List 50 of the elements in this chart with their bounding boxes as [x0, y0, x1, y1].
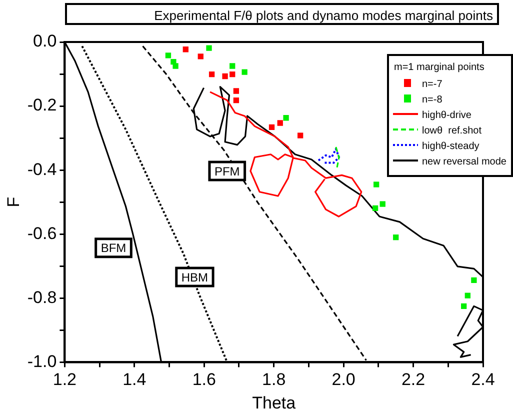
- point: [283, 115, 289, 121]
- point: [380, 201, 386, 207]
- point: [471, 277, 477, 284]
- legend-title: m=1 marginal points: [394, 62, 484, 73]
- point: [165, 52, 172, 58]
- legend-label: lowθ ref.shot: [422, 125, 482, 136]
- x-tick-label: 2.0: [332, 370, 356, 390]
- chart-title: Experimental F/θ plots and dynamo modes marginal points: [65, 3, 499, 25]
- point: [242, 69, 248, 75]
- legend-label: new reversal mode: [422, 156, 507, 168]
- x-tick-label: 2.4: [471, 370, 495, 390]
- x-tick-label: 1.8: [262, 370, 286, 390]
- point: [233, 88, 240, 94]
- x-axis-title: Theta: [252, 393, 296, 412]
- point: [298, 132, 304, 138]
- point: [208, 72, 215, 78]
- legend-label: highθ-steady: [422, 140, 480, 152]
- point: [393, 234, 399, 240]
- point: [461, 303, 467, 309]
- point: [374, 182, 380, 188]
- point: [233, 97, 240, 104]
- line-series: [317, 148, 340, 164]
- y-tick-label: -0.2: [27, 96, 57, 115]
- point: [230, 72, 236, 78]
- x-tick-label: 1.4: [122, 370, 146, 390]
- annotation: BFM: [100, 241, 126, 256]
- y-tick-label: -1.0: [27, 352, 57, 371]
- point: [464, 292, 470, 298]
- point: [268, 124, 275, 130]
- point: [172, 63, 178, 69]
- point: [230, 63, 236, 69]
- point: [206, 45, 212, 51]
- legend-label: highθ-drive: [422, 110, 472, 121]
- annotation: HBM: [181, 270, 208, 284]
- annotation: PFM: [214, 164, 240, 178]
- point: [222, 73, 228, 80]
- x-tick-label: 2.2: [401, 370, 426, 390]
- legend-label: n=-7: [422, 78, 443, 90]
- y-axis-title: F: [4, 196, 23, 208]
- y-tick-label: 0.0: [33, 32, 57, 51]
- point: [182, 46, 188, 52]
- legend-label: n=-8: [422, 94, 443, 106]
- point: [277, 120, 283, 126]
- point: [372, 205, 378, 212]
- y-tick-label: -0.6: [27, 224, 57, 243]
- x-tick-label: 1.6: [192, 370, 216, 390]
- y-tick-label: -0.4: [27, 160, 57, 179]
- x-tick-label: 1.2: [52, 370, 77, 390]
- y-tick-label: -0.8: [27, 288, 57, 307]
- point: [198, 54, 204, 60]
